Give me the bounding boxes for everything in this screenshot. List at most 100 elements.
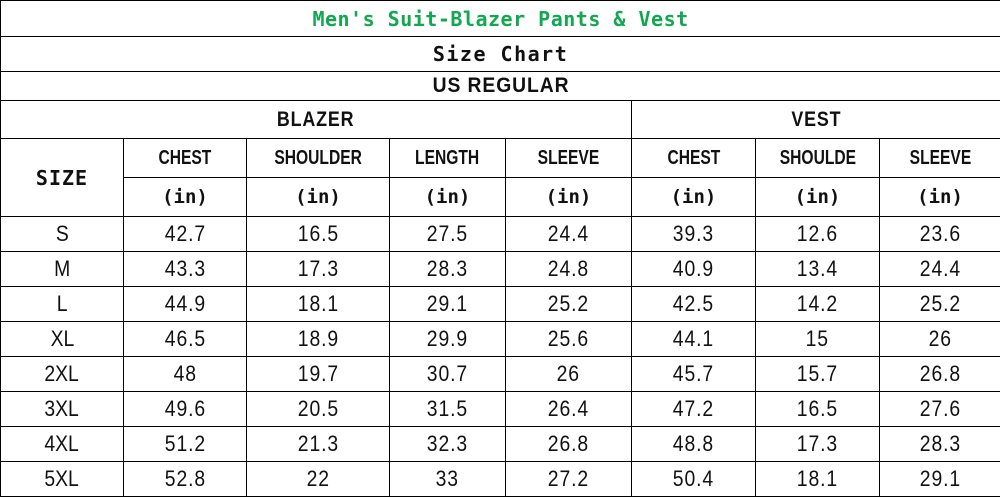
cell-vest-shoulder: 12.6 xyxy=(756,217,880,252)
chart-subtitle: Size Chart xyxy=(1,37,1000,72)
cell-vest-shoulder: 18.1 xyxy=(756,462,880,497)
cell-blazer-sleeve: 27.2 xyxy=(506,462,632,497)
header-blazer-shoulder: SHOULDER xyxy=(247,139,390,178)
cell-vest-sleeve: 29.1 xyxy=(880,462,1000,497)
cell-size: 4XL xyxy=(1,427,124,462)
header-vest-shoulder: SHOULDE xyxy=(756,139,880,178)
cell-blazer-chest: 46.5 xyxy=(124,322,247,357)
cell-blazer-sleeve: 25.6 xyxy=(506,322,632,357)
cell-blazer-chest: 42.7 xyxy=(124,217,247,252)
group-label-blazer: BLAZER xyxy=(277,108,354,132)
measurement-header-row: SIZE CHEST SHOULDER LENGTH SLEEVE CHEST … xyxy=(1,139,1000,178)
cell-size: 5XL xyxy=(1,462,124,497)
cell-blazer-length: 29.9 xyxy=(390,322,506,357)
cell-blazer-shoulder: 18.9 xyxy=(247,322,390,357)
cell-blazer-chest: 52.8 xyxy=(124,462,247,497)
unit-blazer-chest: (in) xyxy=(124,178,247,217)
table-row: S 42.7 16.5 27.5 24.4 39.3 12.6 23.6 xyxy=(1,217,1000,252)
cell-blazer-length: 32.3 xyxy=(390,427,506,462)
cell-blazer-shoulder: 18.1 xyxy=(247,287,390,322)
header-blazer-length: LENGTH xyxy=(390,139,506,178)
size-chart-container: Men's Suit-Blazer Pants & Vest Size Char… xyxy=(0,0,1000,485)
cell-blazer-shoulder: 22 xyxy=(247,462,390,497)
region-row: US REGULAR xyxy=(1,72,1000,101)
page-title: Men's Suit-Blazer Pants & Vest xyxy=(1,1,1000,37)
table-row: XL 46.5 18.9 29.9 25.6 44.1 15 26 xyxy=(1,322,1000,357)
cell-blazer-chest: 44.9 xyxy=(124,287,247,322)
cell-blazer-length: 31.5 xyxy=(390,392,506,427)
title-row: Men's Suit-Blazer Pants & Vest xyxy=(1,1,1000,37)
cell-blazer-length: 29.1 xyxy=(390,287,506,322)
cell-blazer-length: 27.5 xyxy=(390,217,506,252)
cell-blazer-sleeve: 26.8 xyxy=(506,427,632,462)
unit-vest-chest: (in) xyxy=(632,178,756,217)
cell-vest-chest: 50.4 xyxy=(632,462,756,497)
unit-blazer-sleeve: (in) xyxy=(506,178,632,217)
cell-vest-shoulder: 15.7 xyxy=(756,357,880,392)
cell-blazer-chest: 49.6 xyxy=(124,392,247,427)
cell-vest-chest: 45.7 xyxy=(632,357,756,392)
cell-size: XL xyxy=(1,322,124,357)
cell-size: 3XL xyxy=(1,392,124,427)
cell-size: 2XL xyxy=(1,357,124,392)
cell-vest-sleeve: 28.3 xyxy=(880,427,1000,462)
cell-blazer-chest: 43.3 xyxy=(124,252,247,287)
group-header-vest: VEST xyxy=(632,101,1000,139)
cell-vest-chest: 48.8 xyxy=(632,427,756,462)
cell-blazer-sleeve: 26 xyxy=(506,357,632,392)
cell-vest-sleeve: 26 xyxy=(880,322,1000,357)
table-row: L 44.9 18.1 29.1 25.2 42.5 14.2 25.2 xyxy=(1,287,1000,322)
cell-vest-sleeve: 27.6 xyxy=(880,392,1000,427)
cell-blazer-sleeve: 24.4 xyxy=(506,217,632,252)
cell-size: L xyxy=(1,287,124,322)
cell-blazer-sleeve: 26.4 xyxy=(506,392,632,427)
cell-vest-shoulder: 13.4 xyxy=(756,252,880,287)
cell-vest-shoulder: 14.2 xyxy=(756,287,880,322)
cell-vest-sleeve: 26.8 xyxy=(880,357,1000,392)
unit-blazer-length: (in) xyxy=(390,178,506,217)
cell-blazer-shoulder: 21.3 xyxy=(247,427,390,462)
cell-blazer-sleeve: 24.8 xyxy=(506,252,632,287)
cell-vest-chest: 40.9 xyxy=(632,252,756,287)
header-vest-chest: CHEST xyxy=(632,139,756,178)
cell-size: S xyxy=(1,217,124,252)
cell-vest-shoulder: 16.5 xyxy=(756,392,880,427)
cell-vest-chest: 39.3 xyxy=(632,217,756,252)
cell-vest-sleeve: 24.4 xyxy=(880,252,1000,287)
cell-vest-sleeve: 23.6 xyxy=(880,217,1000,252)
unit-vest-sleeve: (in) xyxy=(880,178,1000,217)
cell-blazer-sleeve: 25.2 xyxy=(506,287,632,322)
unit-vest-shoulder: (in) xyxy=(756,178,880,217)
cell-blazer-shoulder: 16.5 xyxy=(247,217,390,252)
cell-blazer-chest: 51.2 xyxy=(124,427,247,462)
size-column-header: SIZE xyxy=(1,139,124,217)
region-label: US REGULAR xyxy=(41,72,961,101)
unit-blazer-shoulder: (in) xyxy=(247,178,390,217)
cell-blazer-length: 28.3 xyxy=(390,252,506,287)
header-vest-sleeve: SLEEVE xyxy=(880,139,1000,178)
table-row: 4XL 51.2 21.3 32.3 26.8 48.8 17.3 28.3 xyxy=(1,427,1000,462)
cell-blazer-length: 30.7 xyxy=(390,357,506,392)
table-row: 2XL 48 19.7 30.7 26 45.7 15.7 26.8 xyxy=(1,357,1000,392)
group-header-blazer: BLAZER xyxy=(1,101,632,139)
cell-blazer-shoulder: 17.3 xyxy=(247,252,390,287)
cell-blazer-shoulder: 20.5 xyxy=(247,392,390,427)
cell-vest-shoulder: 15 xyxy=(756,322,880,357)
table-row: 5XL 52.8 22 33 27.2 50.4 18.1 29.1 xyxy=(1,462,1000,497)
cell-blazer-shoulder: 19.7 xyxy=(247,357,390,392)
cell-vest-chest: 42.5 xyxy=(632,287,756,322)
cell-size: M xyxy=(1,252,124,287)
units-row: (in) (in) (in) (in) (in) (in) (in) xyxy=(1,178,1000,217)
group-label-vest: VEST xyxy=(791,108,841,132)
cell-vest-chest: 44.1 xyxy=(632,322,756,357)
cell-vest-sleeve: 25.2 xyxy=(880,287,1000,322)
table-row: M 43.3 17.3 28.3 24.8 40.9 13.4 24.4 xyxy=(1,252,1000,287)
table-row: 3XL 49.6 20.5 31.5 26.4 47.2 16.5 27.6 xyxy=(1,392,1000,427)
header-blazer-chest: CHEST xyxy=(124,139,247,178)
cell-vest-chest: 47.2 xyxy=(632,392,756,427)
header-blazer-sleeve: SLEEVE xyxy=(506,139,632,178)
cell-blazer-length: 33 xyxy=(390,462,506,497)
garment-group-row: BLAZER VEST xyxy=(1,101,1000,139)
cell-blazer-chest: 48 xyxy=(124,357,247,392)
